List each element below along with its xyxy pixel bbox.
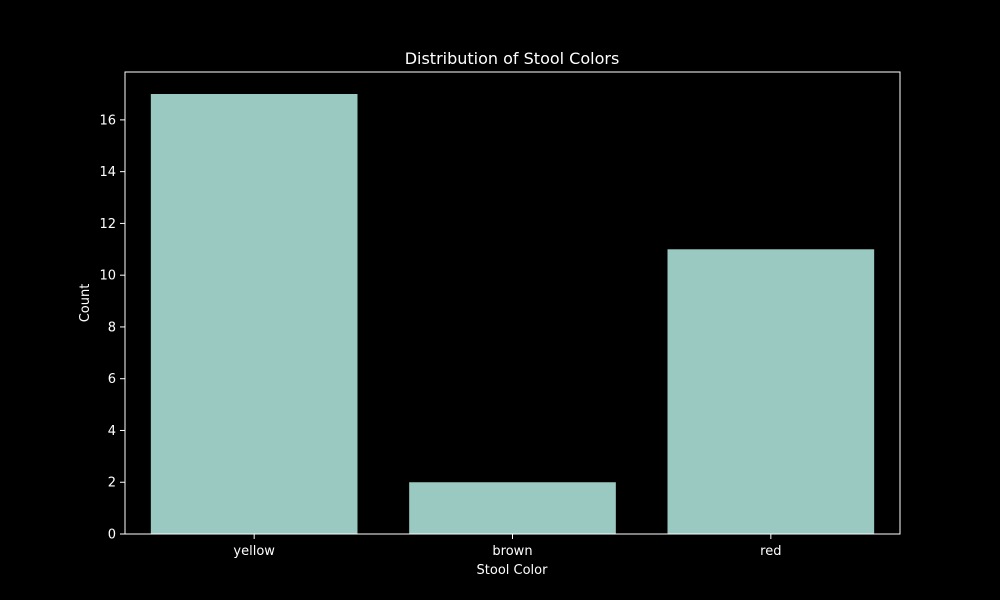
y-axis: 0 2 4 6 8 10 12 14 16 bbox=[99, 113, 125, 543]
bar-red bbox=[667, 249, 875, 535]
y-tick-label: 0 bbox=[108, 528, 116, 543]
bars-layer bbox=[150, 94, 875, 535]
x-axis-label: Stool Color bbox=[477, 563, 549, 578]
bar-yellow bbox=[150, 94, 358, 534]
y-tick-label: 12 bbox=[99, 217, 116, 232]
y-tick-label: 10 bbox=[99, 269, 116, 284]
y-tick-label: 16 bbox=[99, 113, 116, 128]
x-tick-label-brown: brown bbox=[492, 544, 532, 559]
bar-brown bbox=[409, 482, 616, 534]
y-tick-label: 4 bbox=[108, 424, 116, 439]
x-tick-label-yellow: yellow bbox=[233, 544, 275, 559]
y-tick-label: 2 bbox=[108, 476, 116, 491]
y-tick-label: 14 bbox=[99, 165, 116, 180]
x-tick-label-red: red bbox=[760, 544, 781, 559]
y-axis-label: Count bbox=[78, 284, 93, 323]
y-tick-label: 6 bbox=[108, 372, 116, 387]
x-axis: yellow brown red bbox=[233, 534, 781, 559]
y-tick-label: 8 bbox=[108, 320, 116, 335]
chart-title: Distribution of Stool Colors bbox=[405, 49, 620, 68]
